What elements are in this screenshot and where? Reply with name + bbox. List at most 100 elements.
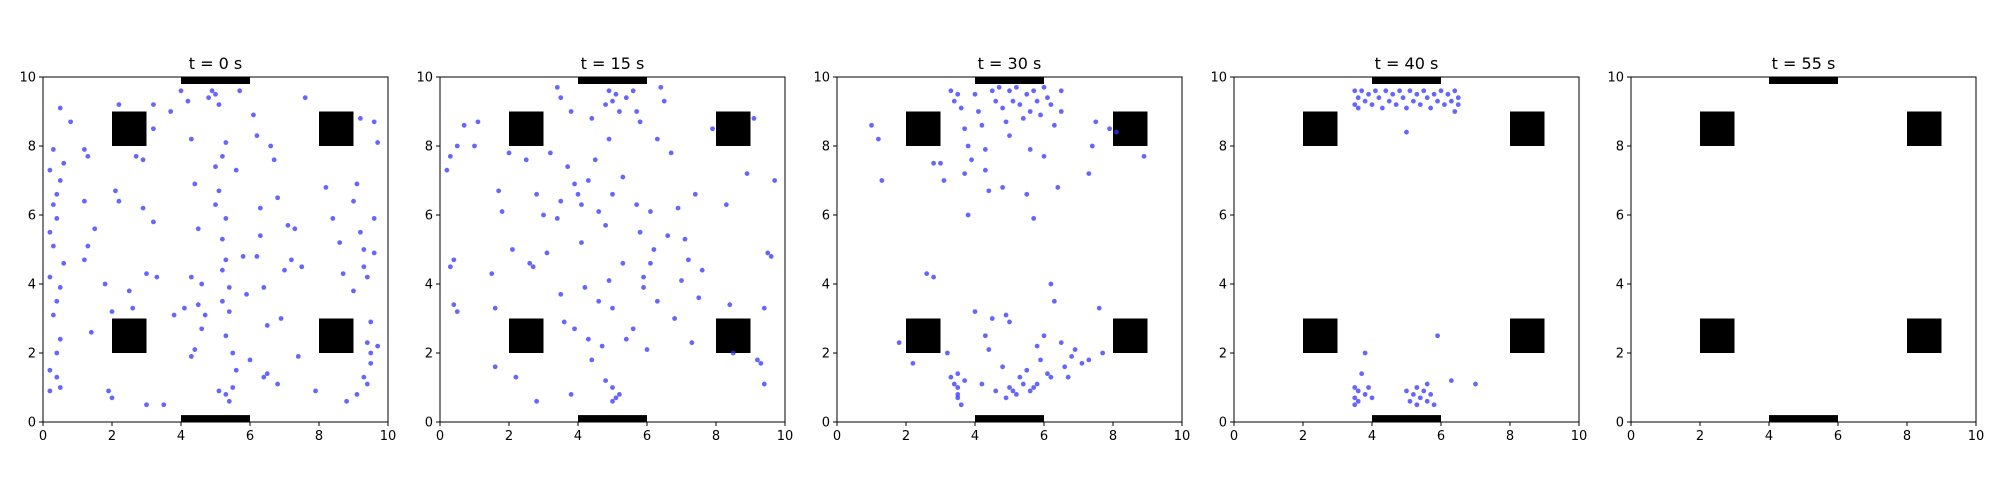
data-point <box>1352 395 1358 401</box>
data-point <box>351 198 356 204</box>
data-point <box>1024 191 1030 197</box>
data-point <box>534 191 539 197</box>
data-point <box>447 264 453 270</box>
data-point <box>572 181 577 187</box>
data-point <box>603 378 608 383</box>
obstacle-0 <box>112 318 147 353</box>
data-point <box>610 385 615 390</box>
data-point <box>1424 95 1430 101</box>
obstacle-0 <box>1303 318 1338 353</box>
data-point <box>223 392 229 397</box>
data-point <box>285 222 291 228</box>
data-point <box>271 157 277 163</box>
data-point <box>1414 91 1420 97</box>
data-point <box>116 102 122 107</box>
data-point <box>630 88 636 94</box>
y-tick-label: 8 <box>1616 140 1624 155</box>
data-point <box>261 285 267 290</box>
exit-0 <box>1769 415 1838 423</box>
data-point <box>869 122 874 128</box>
data-point <box>251 112 256 118</box>
data-point <box>1141 153 1147 159</box>
obstacle-3 <box>1113 111 1148 146</box>
x-tick-label: 10 <box>380 429 397 444</box>
data-point <box>54 298 60 304</box>
y-tick-label: 6 <box>822 209 830 224</box>
x-tick-label: 6 <box>1437 429 1445 444</box>
data-point <box>351 288 356 294</box>
data-point <box>1352 88 1358 94</box>
data-point <box>948 374 954 380</box>
data-point <box>1397 88 1402 94</box>
data-point <box>579 202 584 208</box>
data-point <box>1352 385 1358 390</box>
y-tick-label: 10 <box>813 71 830 86</box>
obstacle-0 <box>509 318 544 353</box>
data-point <box>1058 109 1064 114</box>
data-point <box>1414 402 1420 408</box>
data-point <box>1079 360 1085 366</box>
x-tick-label: 8 <box>1109 429 1117 444</box>
data-point <box>1048 102 1054 107</box>
data-point <box>302 95 308 101</box>
data-point <box>1407 398 1413 404</box>
data-point <box>668 150 674 156</box>
data-point <box>610 305 615 311</box>
exit-0 <box>975 415 1044 423</box>
data-point <box>275 381 280 387</box>
data-point <box>1086 171 1092 177</box>
data-point <box>969 157 974 163</box>
data-point <box>368 319 374 325</box>
data-point <box>213 164 218 170</box>
data-point <box>1034 98 1040 104</box>
data-point <box>996 84 1002 90</box>
data-point <box>88 329 94 335</box>
data-point <box>1359 371 1365 377</box>
data-point <box>1055 185 1061 190</box>
data-point <box>140 157 146 163</box>
data-point <box>254 133 260 139</box>
panel-2: t = 30 s 0 2 4 6 8 10 0 2 4 6 8 10 <box>813 54 1190 444</box>
data-point <box>1007 319 1012 325</box>
x-tick-label: 2 <box>902 429 910 444</box>
y-tick-label: 4 <box>822 278 830 293</box>
data-point <box>955 395 961 401</box>
data-point <box>368 350 374 356</box>
data-point <box>1417 395 1423 401</box>
x-tick-label: 4 <box>574 429 582 444</box>
data-point <box>1041 153 1047 159</box>
obstacle-2 <box>112 111 147 146</box>
data-point <box>223 257 229 263</box>
data-point <box>589 116 595 121</box>
data-point <box>54 350 60 356</box>
data-point <box>475 119 481 125</box>
data-point <box>955 392 961 397</box>
data-point <box>1355 398 1361 404</box>
data-point <box>220 298 225 304</box>
y-tick-label: 10 <box>416 71 433 86</box>
data-point <box>1435 98 1440 104</box>
y-tick-label: 8 <box>425 140 433 155</box>
data-point <box>220 153 225 159</box>
data-point <box>54 216 60 221</box>
data-point <box>661 98 667 104</box>
data-point <box>361 374 367 380</box>
data-point <box>730 350 736 356</box>
data-point <box>1034 343 1040 349</box>
data-point <box>1352 402 1358 408</box>
data-point <box>613 395 619 401</box>
data-point <box>192 347 198 352</box>
data-point <box>1086 357 1092 363</box>
data-point <box>192 181 198 187</box>
data-point <box>195 302 201 308</box>
data-point <box>61 160 67 166</box>
data-point <box>654 136 660 142</box>
data-point <box>47 167 53 173</box>
data-point <box>765 250 771 256</box>
data-point <box>1431 402 1437 408</box>
data-point <box>1024 91 1030 97</box>
data-point <box>599 343 605 349</box>
data-point <box>1051 122 1057 128</box>
data-point <box>1386 98 1392 104</box>
data-point <box>910 360 916 366</box>
